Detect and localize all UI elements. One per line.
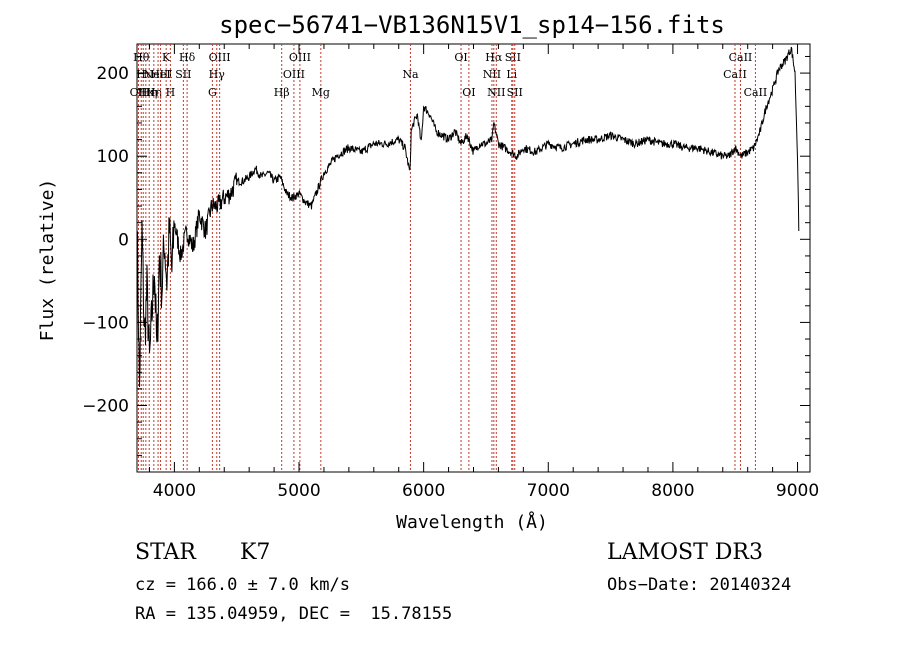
spectral-line-label: HeI <box>150 68 170 81</box>
x-tick-label: 5000 <box>277 481 320 501</box>
chart-title: spec−56741−VB136N15V1_sp14−156.fits <box>219 11 725 39</box>
x-axis-label: Wavelength (Å) <box>396 511 548 533</box>
spectral-line-label: Hθ <box>133 51 150 64</box>
object-subclass: K7 <box>240 540 271 565</box>
spectral-line-label: Hι <box>136 68 150 81</box>
spectral-line-label: NII <box>483 68 501 81</box>
spectral-line-label: OIII <box>289 51 311 64</box>
y-tick-label: 200 <box>97 64 129 84</box>
spectral-line-label: Hβ <box>274 86 290 99</box>
spectral-line-markers: OIIHθHιHκHηHηNeIIIHeIKHSIIHδGHγOIIIHβOII… <box>130 44 768 472</box>
spectral-line-label: Hδ <box>179 51 196 64</box>
spectrum-series <box>136 46 800 388</box>
object-class: STAR <box>135 540 196 565</box>
spectral-line-label: SII <box>505 51 521 64</box>
spectral-line-label: SII <box>175 68 191 81</box>
axes: 4000 5000 6000 7000 8000 9000 −200 −100 0 100 200 <box>82 44 819 501</box>
x-tick-label: 4000 <box>153 481 196 501</box>
y-tick-label: 100 <box>97 147 129 167</box>
spectral-line-label: K <box>162 51 171 64</box>
spectral-line-label: Hη <box>146 86 162 99</box>
spectral-line-label: Li <box>506 68 517 81</box>
y-axis-label: Flux (relative) <box>37 179 58 342</box>
obs-date: Obs−Date: 20140324 <box>607 575 792 595</box>
spectral-line-label: OIII <box>209 51 231 64</box>
spectral-line-label: G <box>208 86 217 99</box>
spectral-line-label: H <box>166 86 176 99</box>
spectral-line-label: CaII <box>744 86 768 99</box>
ra-dec: RA = 135.04959, DEC = 15.78155 <box>135 604 453 624</box>
y-tick-label: 0 <box>118 230 129 250</box>
spectral-line-label: OI <box>462 86 475 99</box>
spectral-line-label: SII <box>507 86 523 99</box>
spectral-line-label: Na <box>402 68 419 81</box>
x-tick-label: 8000 <box>651 481 694 501</box>
spectral-line-label: Mg <box>312 86 330 99</box>
spectral-line-label: OI <box>454 51 467 64</box>
spectral-line-label: NeIII <box>143 68 172 81</box>
y-tick-label: −100 <box>82 313 129 333</box>
x-tick-label: 9000 <box>776 481 819 501</box>
survey-name: LAMOST DR3 <box>607 540 763 565</box>
x-tick-label: 7000 <box>527 481 570 501</box>
x-tick-label: 6000 <box>402 481 445 501</box>
spectrum-line <box>136 46 800 388</box>
spectral-line-label: CaII <box>729 51 753 64</box>
spectral-line-label: NII <box>487 86 505 99</box>
spectral-line-label: CaII <box>723 68 747 81</box>
y-tick-label: −200 <box>82 397 129 417</box>
spectral-line-label: Hη <box>141 86 157 99</box>
plot-frame <box>136 43 811 473</box>
spectral-line-label: Hγ <box>209 68 226 81</box>
spectral-line-label: OIII <box>283 68 305 81</box>
spectral-line-label: Hα <box>485 51 503 64</box>
redshift-cz: cz = 166.0 ± 7.0 km/s <box>135 575 350 595</box>
